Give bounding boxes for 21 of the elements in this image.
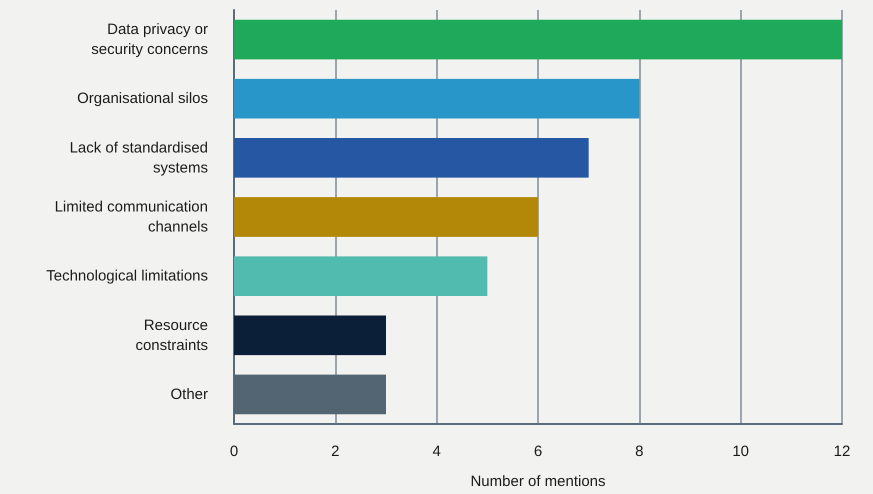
bar [234, 315, 386, 356]
x-tick-label: 8 [635, 443, 644, 460]
x-tick-label: 6 [534, 443, 542, 460]
x-tick-label: 0 [230, 443, 238, 460]
bar [234, 138, 589, 178]
y-tick-label: Lack of standardised systems [70, 139, 208, 176]
bar [234, 78, 640, 119]
y-tick-label: Limited communication channels [54, 198, 208, 236]
y-tick-label: Technological limitations [46, 268, 208, 285]
x-tick-label: 4 [432, 443, 441, 460]
y-tick-label: Organisational silos [77, 90, 208, 108]
y-tick-label: Resource constraints [135, 316, 208, 354]
bar [234, 256, 488, 296]
bar [234, 197, 538, 237]
x-tick-label: 10 [732, 443, 750, 460]
y-tick-label: Data privacy or security concerns [91, 21, 208, 58]
x-tick-label: 2 [331, 443, 340, 460]
bar [234, 20, 842, 60]
y-tick-label: Other [170, 386, 208, 403]
x-tick-label: 12 [834, 443, 850, 460]
x-axis-title: Number of mentions [470, 473, 606, 490]
